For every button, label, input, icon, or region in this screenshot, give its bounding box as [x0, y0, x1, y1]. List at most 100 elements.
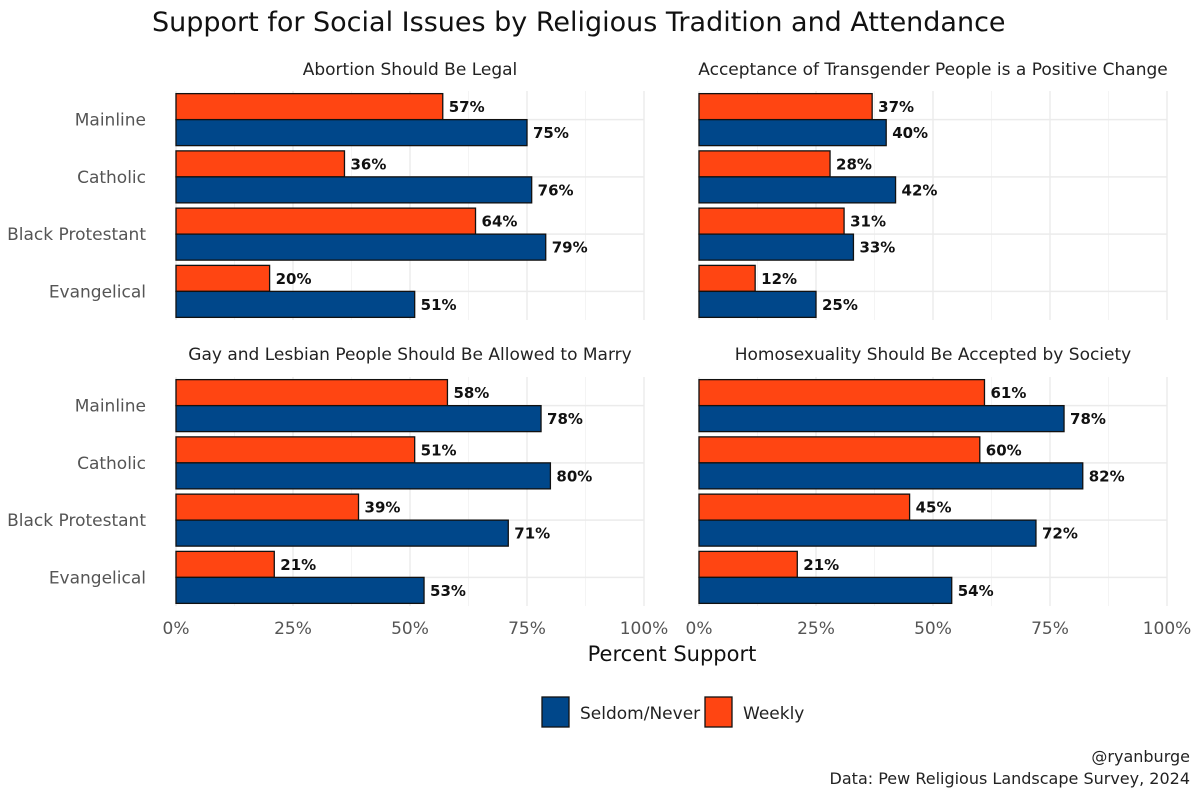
bar [175, 519, 509, 547]
bar [175, 150, 346, 178]
category-label: Catholic [77, 168, 146, 188]
bar [175, 176, 533, 204]
category-label: Catholic [77, 454, 146, 474]
legend-swatch [704, 696, 733, 728]
bar [175, 264, 271, 293]
category-label: Evangelical [49, 282, 146, 302]
data-label: 36% [350, 155, 386, 173]
tick-label: 75% [1031, 619, 1069, 639]
data-label: 53% [430, 582, 466, 600]
data-label: 39% [365, 499, 401, 517]
data-label: 58% [453, 384, 489, 402]
tick-label: 100% [1143, 619, 1192, 639]
bar [175, 550, 275, 579]
bar [698, 404, 1065, 433]
facet-panels: Abortion Should Be Legal Mainline Catholic… [7, 60, 1191, 666]
data-label: 25% [822, 296, 858, 314]
facet-panel: Acceptance of Transgender People is a Po… [698, 60, 1168, 320]
data-label: 82% [1089, 467, 1125, 485]
bar [698, 176, 897, 204]
data-label: 51% [421, 296, 457, 314]
facet-panel: Abortion Should Be Legal Mainline Catholic… [7, 60, 645, 320]
bar [698, 519, 1037, 547]
bar [698, 550, 798, 579]
data-label: 64% [482, 213, 518, 231]
data-label: 28% [836, 155, 872, 173]
bar [175, 493, 360, 521]
legend-swatch [541, 696, 570, 728]
data-label: 37% [878, 98, 914, 116]
data-label: 60% [986, 441, 1022, 459]
legend-label: Weekly [743, 704, 804, 724]
data-label: 61% [990, 384, 1026, 402]
data-label: 31% [850, 213, 886, 231]
data-label: 57% [449, 98, 485, 116]
data-label: 75% [533, 124, 569, 142]
bar [698, 233, 855, 261]
data-label: 42% [902, 181, 938, 199]
data-label: 45% [916, 499, 952, 517]
category-label: Mainline [75, 111, 146, 131]
bar [698, 462, 1084, 490]
caption-handle: @ryanburge [1091, 747, 1190, 766]
caption-source: Data: Pew Religious Landscape Survey, 20… [830, 769, 1190, 788]
bar [175, 207, 477, 235]
bar [698, 118, 887, 147]
tick-label: 50% [391, 619, 429, 639]
facet-title: Acceptance of Transgender People is a Po… [698, 60, 1167, 80]
data-label: 21% [803, 556, 839, 574]
bar [175, 462, 552, 490]
tick-label: 25% [274, 619, 312, 639]
bar [175, 290, 416, 319]
bar [175, 576, 425, 605]
bar [698, 493, 911, 521]
chart-title: Support for Social Issues by Religious T… [152, 7, 1006, 38]
bar [698, 436, 981, 464]
facet-title: Gay and Lesbian People Should Be Allowed… [188, 345, 631, 365]
bar [175, 92, 444, 121]
category-label: Mainline [75, 397, 146, 417]
bar [175, 404, 542, 433]
facet-title: Abortion Should Be Legal [303, 60, 518, 80]
legend-label: Seldom/Never [580, 704, 700, 724]
data-label: 21% [280, 556, 316, 574]
data-label: 54% [958, 582, 994, 600]
bar [175, 118, 528, 147]
data-label: 20% [276, 270, 312, 288]
bar [698, 290, 817, 319]
bar [175, 436, 416, 464]
tick-label: 75% [508, 619, 546, 639]
bar [698, 207, 845, 235]
x-axis-title: Percent Support [588, 642, 757, 666]
bar [698, 264, 756, 293]
bar [698, 576, 953, 605]
facet-panel: Gay and Lesbian People Should Be Allowed… [7, 345, 668, 639]
bar [698, 150, 831, 178]
data-label: 78% [547, 410, 583, 428]
bar [698, 378, 986, 407]
category-label: Evangelical [49, 568, 146, 588]
facet-title: Homosexuality Should Be Accepted by Soci… [735, 345, 1131, 365]
data-label: 12% [761, 270, 797, 288]
tick-label: 50% [914, 619, 952, 639]
tick-label: 0% [686, 619, 713, 639]
data-label: 76% [538, 181, 574, 199]
data-label: 51% [421, 441, 457, 459]
data-label: 40% [892, 124, 928, 142]
data-label: 72% [1042, 525, 1078, 543]
data-label: 71% [514, 525, 550, 543]
legend: Seldom/Never Weekly [541, 696, 804, 728]
tick-label: 0% [163, 619, 190, 639]
bar [175, 378, 449, 407]
tick-label: 25% [797, 619, 835, 639]
data-label: 33% [859, 239, 895, 257]
data-label: 79% [552, 239, 588, 257]
bar [698, 92, 873, 121]
category-label: Black Protestant [7, 511, 146, 531]
facet-panel: Homosexuality Should Be Accepted by Soci… [686, 345, 1192, 639]
tick-label: 100% [620, 619, 669, 639]
bar [175, 233, 547, 261]
data-label: 80% [556, 467, 592, 485]
data-label: 78% [1070, 410, 1106, 428]
